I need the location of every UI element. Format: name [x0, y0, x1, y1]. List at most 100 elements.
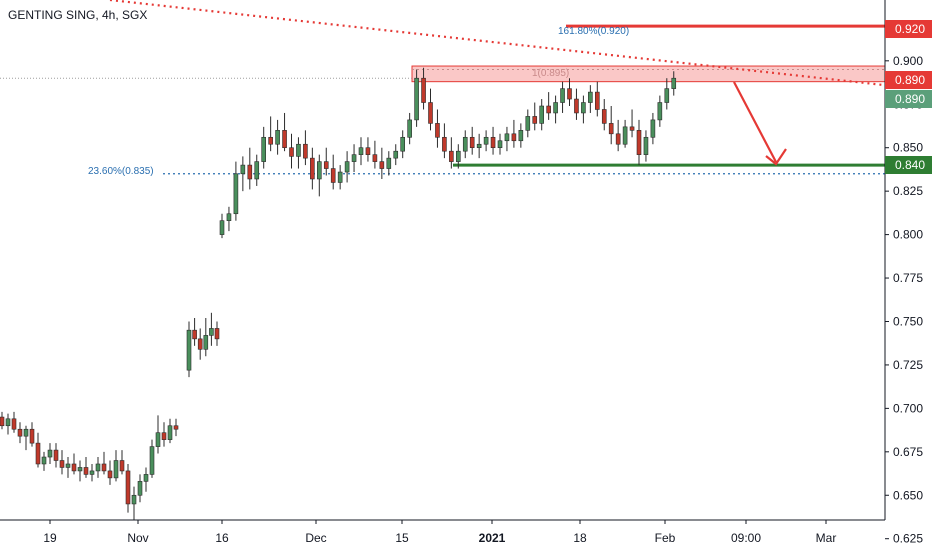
- candle-body: [143, 474, 149, 482]
- candle-body: [442, 136, 447, 152]
- candle-body: [71, 463, 77, 472]
- candle-body: [483, 136, 489, 145]
- candle-body: [35, 442, 41, 465]
- x-tick-label: 18: [573, 531, 587, 545]
- candle-body: [518, 130, 524, 142]
- candle-body: [29, 428, 35, 444]
- candle-body: [261, 136, 267, 162]
- candle-body: [629, 126, 635, 131]
- candle-body: [594, 91, 600, 110]
- candle-body: [155, 432, 161, 447]
- candle-body: [497, 140, 503, 149]
- price-tag-label: 0.920: [895, 22, 925, 36]
- chart-title: GENTING SING, 4h, SGX: [8, 8, 147, 22]
- forecast-arrow-head: [765, 148, 787, 166]
- candle-body: [173, 425, 179, 430]
- fib-label: 161.80%(0.920): [558, 26, 629, 37]
- candle-body: [407, 119, 412, 138]
- candle-body: [137, 481, 143, 496]
- candle-body: [113, 460, 119, 479]
- candle-body: [421, 77, 426, 103]
- candle-body: [560, 88, 565, 103]
- candle-body: [59, 460, 65, 468]
- y-tick-label: 0.800: [893, 228, 923, 242]
- candle-body: [323, 161, 329, 169]
- candle-body: [214, 328, 220, 340]
- candle-body: [95, 463, 101, 472]
- candle-body: [462, 136, 468, 152]
- candle-body: [643, 136, 649, 155]
- y-tick-label: 0.625: [893, 532, 923, 546]
- candle-body: [125, 470, 131, 505]
- candle-body: [119, 460, 125, 472]
- x-tick-label: 16: [215, 531, 229, 545]
- candle-body: [400, 136, 406, 152]
- candle-body: [414, 77, 419, 121]
- x-tick-label: Dec: [305, 531, 326, 545]
- candle-body: [490, 136, 496, 149]
- candle-body: [316, 161, 322, 180]
- candle-body: [233, 173, 239, 215]
- candle-body: [588, 91, 593, 103]
- price-tag-box: [885, 71, 932, 89]
- y-tick-label: 0.675: [893, 445, 923, 459]
- candle-body: [581, 102, 586, 114]
- candle-body: [192, 329, 197, 340]
- candle-body: [247, 164, 253, 180]
- y-tick-label: 0.725: [893, 358, 923, 372]
- candle-body: [240, 164, 246, 175]
- candle-body: [23, 428, 29, 437]
- y-tick-label: 0.900: [893, 54, 923, 68]
- candle-body: [372, 154, 378, 162]
- candle-body: [65, 463, 71, 468]
- y-tick-label: 0.750: [893, 314, 923, 328]
- candle-body: [532, 116, 538, 124]
- y-tick-label: 0.700: [893, 401, 923, 415]
- candle-body: [219, 220, 225, 235]
- x-tick-label: 2021: [479, 531, 506, 545]
- candle-body: [131, 494, 137, 505]
- candle-body: [275, 130, 280, 145]
- candle-body: [5, 418, 11, 427]
- price-tag-label: 0.890: [895, 73, 925, 87]
- y-tick-label: 0.650: [893, 488, 923, 502]
- candle-body: [567, 88, 572, 100]
- candles: [0, 67, 677, 520]
- candle-body: [282, 130, 287, 149]
- price-tag-box: [885, 156, 932, 174]
- candle-body: [337, 171, 343, 183]
- x-tick-label: 19: [43, 531, 57, 545]
- candle-body: [101, 463, 107, 472]
- candle-body: [53, 449, 59, 461]
- x-tick-label: Nov: [127, 531, 148, 545]
- candle-body: [525, 116, 531, 131]
- y-tick-label: 0.850: [893, 141, 923, 155]
- candle-body: [47, 449, 53, 458]
- candle-body: [107, 470, 113, 479]
- candle-body: [41, 456, 47, 465]
- candle-body: [203, 335, 209, 350]
- candle-body: [209, 328, 214, 336]
- x-tick-label: Feb: [655, 531, 676, 545]
- x-tick-label: 15: [395, 531, 409, 545]
- candle-body: [358, 147, 364, 155]
- candle-body: [650, 119, 656, 138]
- candle-body: [254, 161, 260, 180]
- y-tick-label: 0.775: [893, 271, 923, 285]
- candle-body: [393, 150, 399, 159]
- candle-body: [83, 467, 89, 475]
- candle-body: [17, 428, 23, 437]
- candle-body: [268, 136, 273, 145]
- candle-body: [379, 161, 385, 169]
- candle-body: [657, 102, 663, 121]
- candle-body: [351, 154, 357, 162]
- candle-body: [574, 98, 579, 114]
- price-tag-box: [885, 90, 932, 108]
- candle-body: [608, 123, 614, 135]
- candle-body: [553, 102, 558, 114]
- candle-body: [622, 126, 628, 145]
- candle-body: [11, 418, 17, 430]
- price-tag-label: 0.890: [895, 92, 925, 106]
